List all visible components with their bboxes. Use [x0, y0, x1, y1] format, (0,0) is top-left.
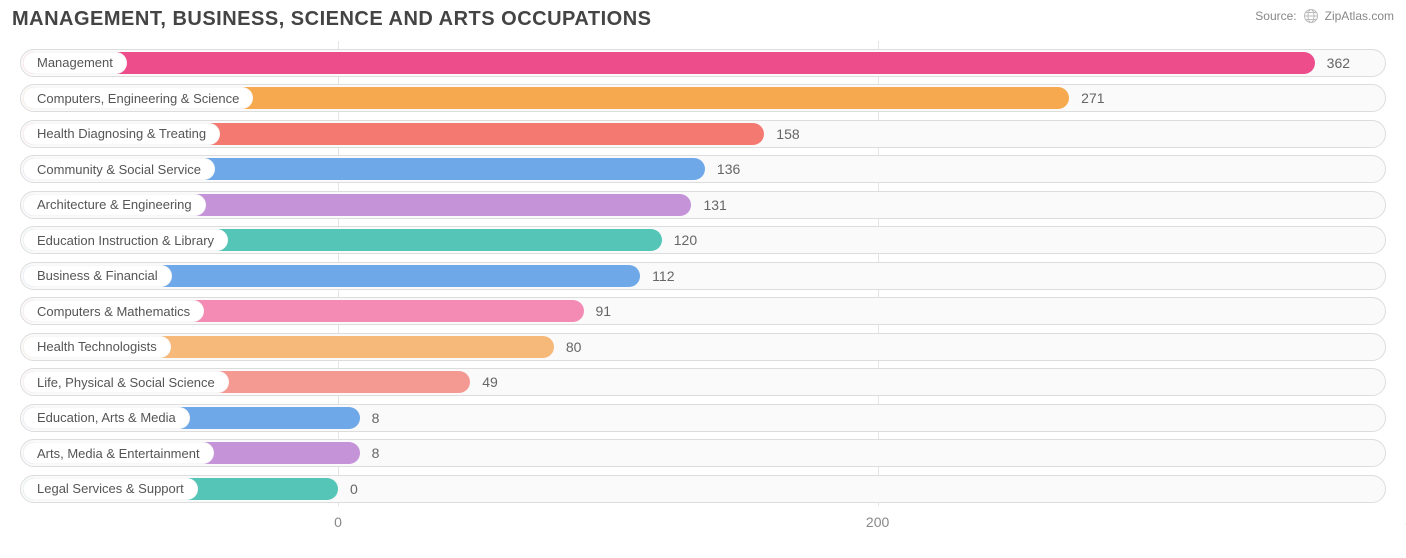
bar-row: Architecture & Engineering 131 [12, 191, 1394, 219]
bar-value-label: 80 [566, 333, 582, 361]
x-tick-label: 200 [866, 514, 889, 530]
bar-value-label: 158 [776, 120, 799, 148]
bar-value-label: 49 [482, 368, 498, 396]
bar-category-label: Architecture & Engineering [23, 194, 206, 216]
bar-value-label: 120 [674, 226, 697, 254]
bar-row: Community & Social Service 136 [12, 155, 1394, 183]
bar-fill [23, 52, 1315, 74]
bar-category-label: Business & Financial [23, 265, 172, 287]
bar-value-label: 0 [350, 475, 358, 503]
bar-value-label: 131 [703, 191, 726, 219]
chart-container: MANAGEMENT, BUSINESS, SCIENCE AND ARTS O… [0, 0, 1406, 558]
bar-category-label: Computers, Engineering & Science [23, 87, 253, 109]
bar-value-label: 112 [652, 262, 674, 290]
bar-category-label: Arts, Media & Entertainment [23, 442, 214, 464]
bar-row: Computers, Engineering & Science 271 [12, 84, 1394, 112]
bar-value-label: 91 [596, 297, 612, 325]
bar-row: Education Instruction & Library 120 [12, 226, 1394, 254]
bar-category-label: Management [23, 52, 127, 74]
bar-category-label: Community & Social Service [23, 158, 215, 180]
bar-category-label: Education, Arts & Media [23, 407, 190, 429]
source-attribution: Source: ZipAtlas.com [1255, 8, 1394, 24]
bars-group: Management 362 Computers, Engineering & Sc… [12, 45, 1394, 506]
x-axis: 0200400 [12, 512, 1394, 536]
bar-value-label: 136 [717, 155, 740, 183]
bar-row: Life, Physical & Social Science 49 [12, 368, 1394, 396]
bar-row: Business & Financial 112 [12, 262, 1394, 290]
bar-row: Legal Services & Support 0 [12, 475, 1394, 503]
bar-category-label: Health Technologists [23, 336, 171, 358]
bar-row: Health Diagnosing & Treating 158 [12, 120, 1394, 148]
bar-value-label: 362 [1327, 49, 1350, 77]
x-tick-label: 0 [334, 514, 342, 530]
bar-value-label: 8 [372, 404, 380, 432]
chart-header: MANAGEMENT, BUSINESS, SCIENCE AND ARTS O… [12, 8, 1394, 31]
bar-row: Management 362 [12, 49, 1394, 77]
bar-row: Computers & Mathematics 91 [12, 297, 1394, 325]
bar-value-label: 8 [372, 439, 380, 467]
bar-category-label: Legal Services & Support [23, 478, 198, 500]
bar-row: Health Technologists 80 [12, 333, 1394, 361]
bar-category-label: Life, Physical & Social Science [23, 371, 229, 393]
bar-value-label: 271 [1081, 84, 1104, 112]
bar-category-label: Computers & Mathematics [23, 300, 204, 322]
chart-title: MANAGEMENT, BUSINESS, SCIENCE AND ARTS O… [12, 8, 651, 31]
bar-category-label: Education Instruction & Library [23, 229, 228, 251]
source-name: ZipAtlas.com [1325, 9, 1394, 23]
globe-grid-icon [1303, 8, 1319, 24]
source-label: Source: [1255, 9, 1296, 23]
chart-area: Management 362 Computers, Engineering & Sc… [12, 41, 1394, 536]
bar-row: Arts, Media & Entertainment 8 [12, 439, 1394, 467]
bar-row: Education, Arts & Media 8 [12, 404, 1394, 432]
bar-category-label: Health Diagnosing & Treating [23, 123, 220, 145]
